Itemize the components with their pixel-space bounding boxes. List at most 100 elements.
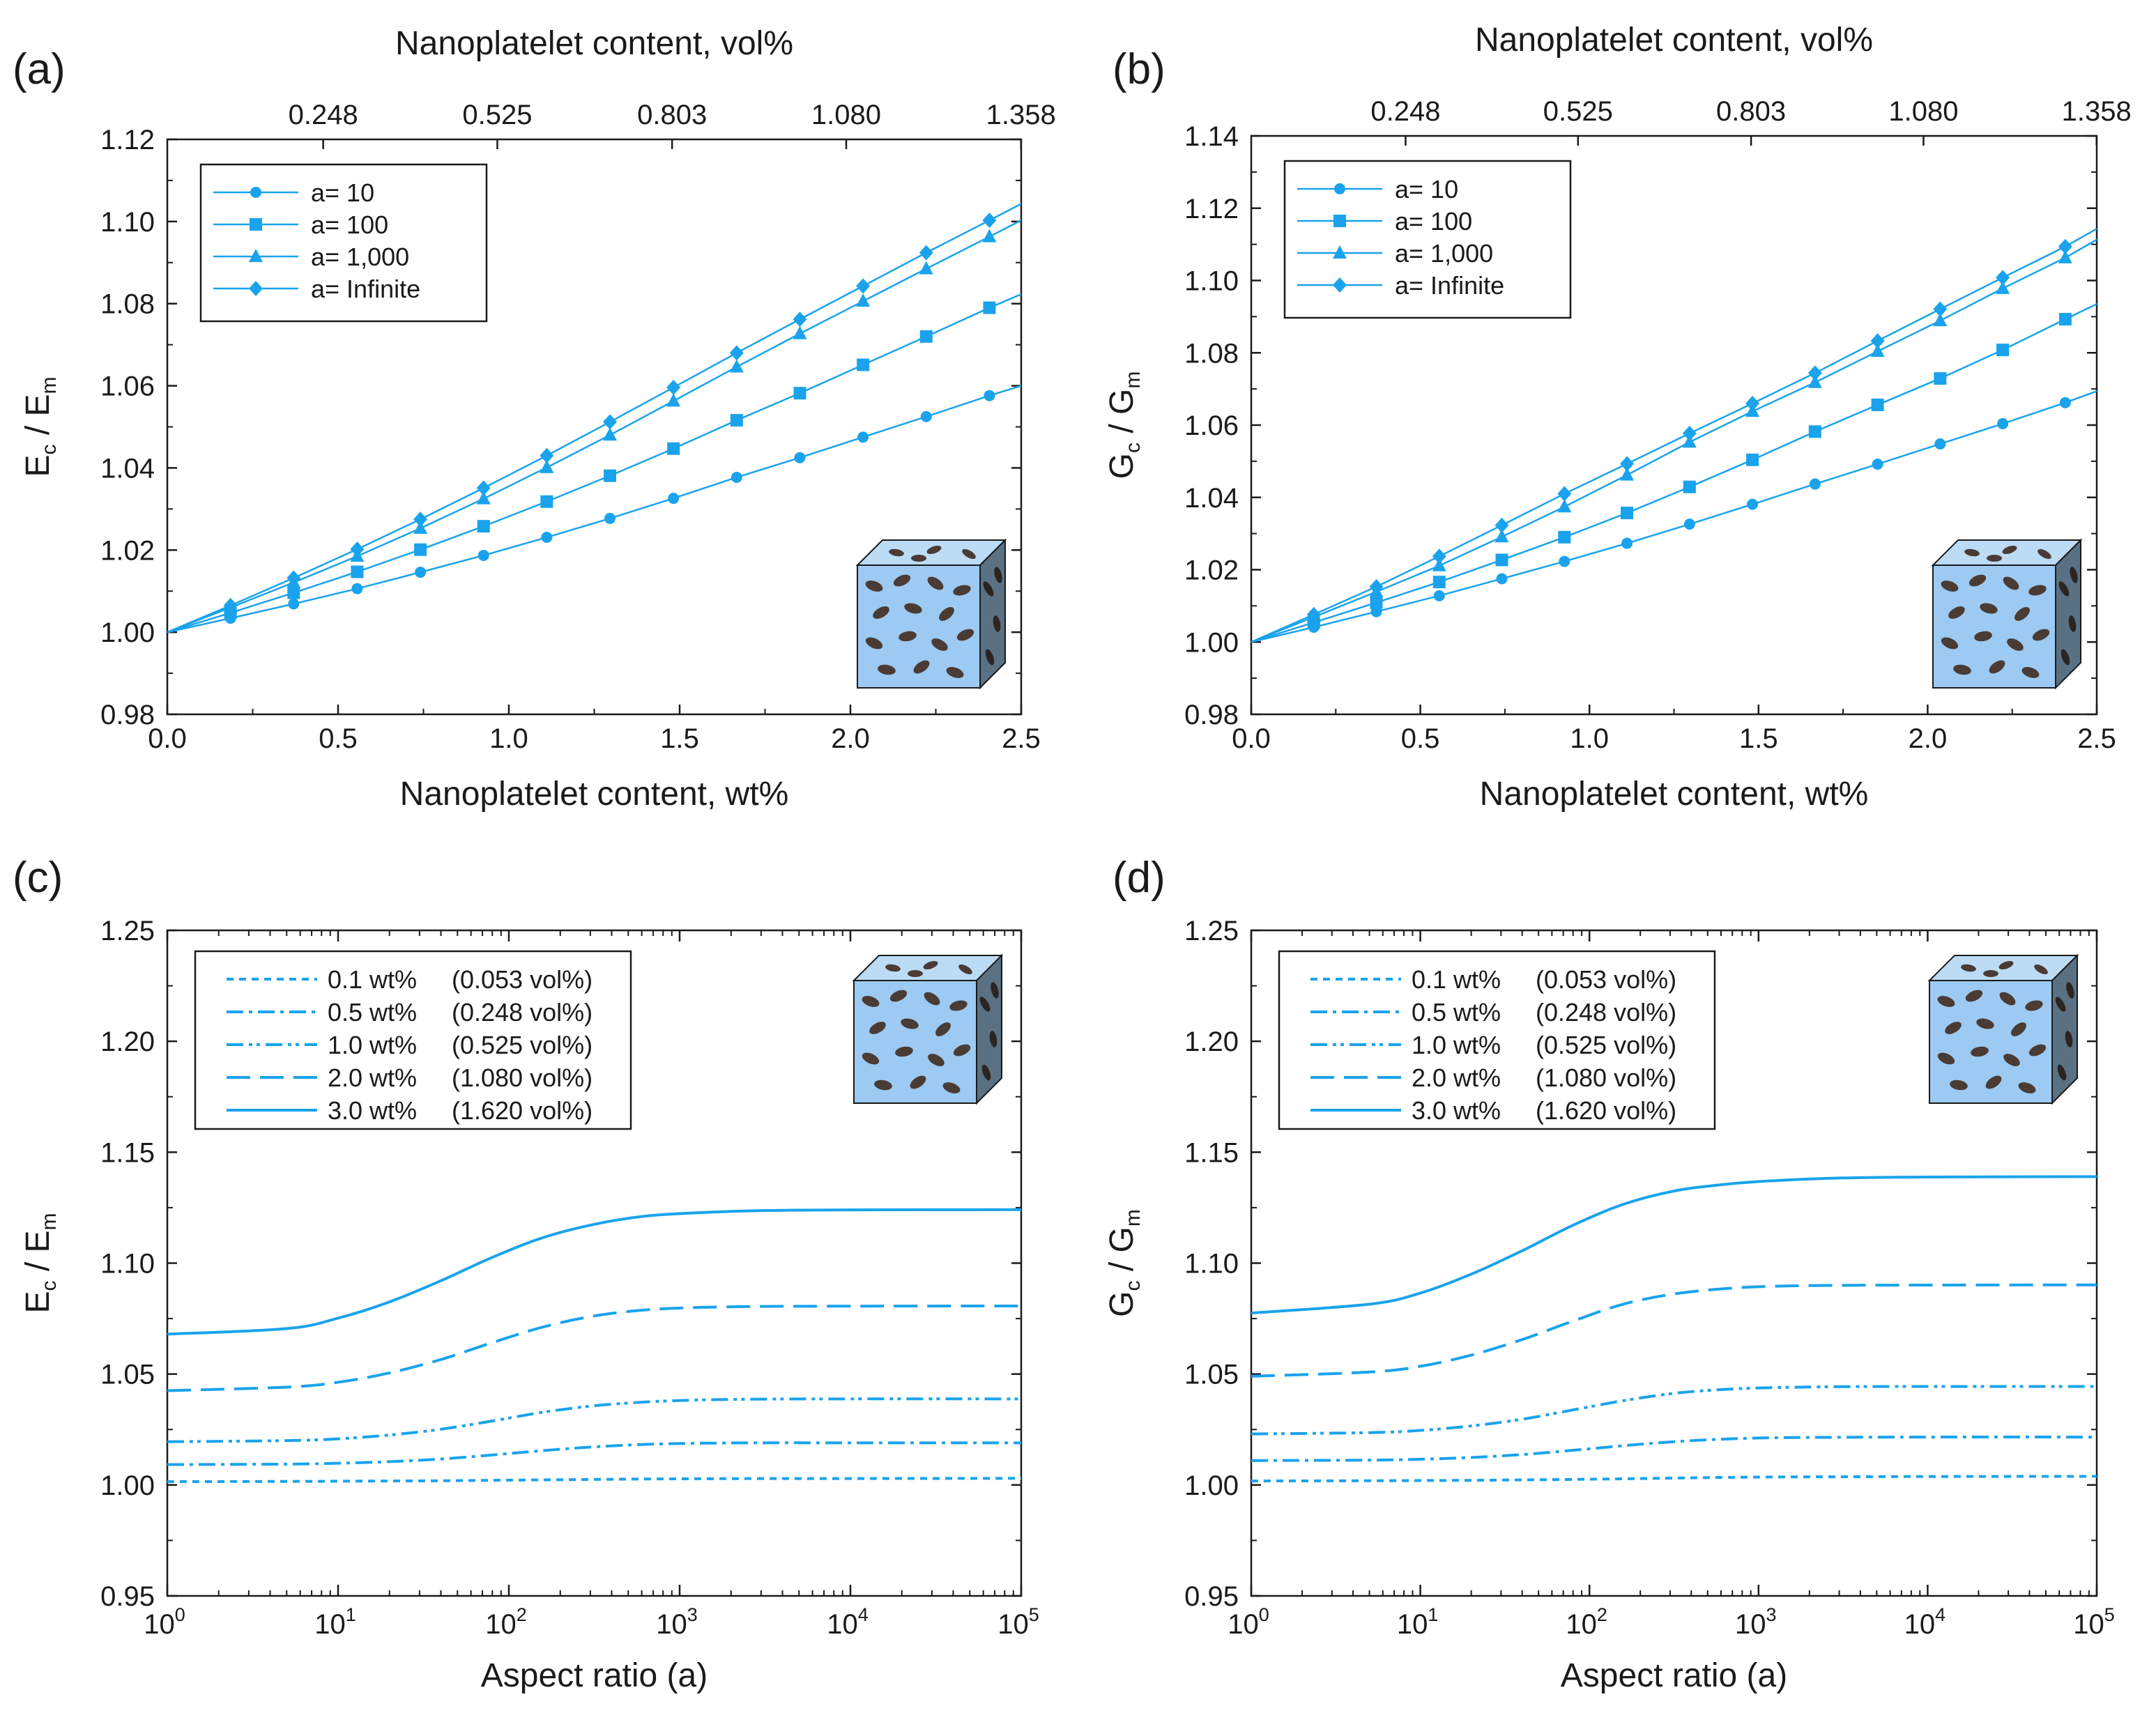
legend-label: 0.5 wt% xyxy=(1412,998,1501,1027)
data-point xyxy=(223,597,238,613)
legend-label: a= Infinite xyxy=(1395,271,1504,300)
nanoplatelet xyxy=(1950,1079,1968,1091)
data-point xyxy=(414,543,427,556)
nanoplatelet xyxy=(989,1031,997,1047)
y-axis-title-part: c xyxy=(1122,443,1145,453)
nanoplatelet xyxy=(923,960,938,970)
x-tick-label: 102 xyxy=(485,1604,527,1640)
nanoplatelet xyxy=(979,997,991,1012)
data-point xyxy=(983,301,996,314)
legend-label: a= 10 xyxy=(1395,175,1458,203)
cube-side-face xyxy=(976,953,1002,1105)
x2-tick-label: 0.803 xyxy=(637,100,707,130)
x-tick-label: 101 xyxy=(314,1604,356,1640)
y-tick-label: 1.08 xyxy=(1184,338,1239,369)
x2-tick-label: 0.248 xyxy=(1370,96,1440,127)
y-axis-title-part: / E xyxy=(20,1230,56,1280)
data-point xyxy=(857,358,870,371)
series-group xyxy=(1251,1175,2097,1483)
data-point xyxy=(415,567,427,578)
nanoplatelet xyxy=(949,1000,968,1011)
data-point xyxy=(982,213,997,229)
y-axis: 0.95 1.00 1.05 1.10 1.15 1.20 1.25 xyxy=(1184,916,2097,1612)
x2-tick-label: 0.525 xyxy=(1543,96,1613,127)
series-line xyxy=(1251,227,2097,643)
x-tick-base: 10 xyxy=(144,1609,175,1640)
data-point xyxy=(1557,499,1572,513)
data-point xyxy=(540,459,554,473)
data-point xyxy=(2058,249,2072,263)
legend-vol-label: (1.080 vol%) xyxy=(452,1063,592,1092)
data-point xyxy=(1494,517,1509,533)
nanoplatelet xyxy=(904,603,922,614)
data-point xyxy=(604,512,616,524)
nanoplatelet xyxy=(2002,545,2017,555)
y-axis-title-part: m xyxy=(38,376,61,394)
nanoplatelet xyxy=(935,1022,951,1036)
y-axis-title-part: m xyxy=(38,1213,61,1230)
panel-b: (b)0.981.001.021.041.061.081.101.121.140… xyxy=(1103,22,2132,813)
nanoplatelet xyxy=(1987,555,2002,562)
nanoplatelet xyxy=(1948,606,1965,619)
series-line xyxy=(1251,1283,2097,1378)
data-point xyxy=(1306,606,1321,622)
y-axis-title-part: m xyxy=(1122,371,1145,389)
nanoplatelet xyxy=(1965,990,1983,1002)
data-point xyxy=(413,512,428,528)
legend-box xyxy=(199,163,488,323)
legend-label: 1.0 wt% xyxy=(328,1031,417,1059)
nanoplatelet xyxy=(889,990,908,1002)
data-point xyxy=(856,278,871,294)
data-point xyxy=(1934,438,1946,449)
cube-side-face xyxy=(2055,538,2081,690)
series-line xyxy=(167,385,1021,633)
data-point xyxy=(1997,417,2009,429)
y-axis-title: Gc / Gm xyxy=(1103,371,1145,479)
data-point xyxy=(794,452,806,463)
nanoplatelet xyxy=(910,1075,926,1089)
x-tick-label: 2.0 xyxy=(831,723,870,754)
nanoplatelet xyxy=(1953,664,1971,675)
y-tick-label: 1.15 xyxy=(100,1137,155,1168)
nanoplatelet xyxy=(2065,1031,2073,1047)
legend-label: 2.0 wt% xyxy=(1412,1063,1501,1092)
nanoplatelet xyxy=(1971,1046,1989,1057)
x-axis-title: Nanoplatelet content, wt% xyxy=(400,776,789,813)
series-line xyxy=(1251,1385,2097,1436)
data-point xyxy=(604,469,617,482)
x-tick-base: 10 xyxy=(1566,1609,1597,1640)
data-point xyxy=(1494,529,1509,543)
data-point xyxy=(2058,238,2072,254)
cube-side-face xyxy=(2051,953,2078,1105)
x-tick-label: 2.5 xyxy=(2077,723,2116,754)
legend-label: a= 100 xyxy=(311,210,388,239)
nanoplatelet xyxy=(2028,585,2047,596)
x-axis-title: Aspect ratio (a) xyxy=(1561,1657,1787,1694)
nanoplatelet xyxy=(927,576,944,590)
legend-marker xyxy=(1333,245,1347,259)
series-group xyxy=(167,1208,1021,1484)
x-tick-label: 100 xyxy=(1228,1604,1269,1640)
data-point xyxy=(1433,590,1445,601)
legend-vol-label: (1.620 vol%) xyxy=(452,1096,592,1125)
data-point xyxy=(730,414,743,427)
series-line xyxy=(167,293,1021,633)
y-axis-title-part: / E xyxy=(20,394,56,444)
x2-axis-title: Nanoplatelet content, vol% xyxy=(1475,22,1873,59)
nanoplatelet xyxy=(885,964,901,972)
nanoplatelet xyxy=(2061,649,2070,666)
y-tick-label: 1.02 xyxy=(1184,555,1239,586)
data-point xyxy=(1682,425,1697,441)
x-tick-label: 1.0 xyxy=(1570,723,1609,754)
nanoplatelet xyxy=(899,631,917,642)
x-tick-label: 105 xyxy=(2073,1604,2115,1640)
x-tick-label: 104 xyxy=(827,1604,869,1640)
x-tick-exponent: 5 xyxy=(2104,1604,2115,1625)
nanoplatelet xyxy=(942,1082,961,1093)
nanoplatelet xyxy=(1989,660,2005,674)
y-tick-label: 1.05 xyxy=(1184,1360,1239,1390)
x-tick-base: 10 xyxy=(1904,1609,1936,1640)
nanoplatelet xyxy=(2011,1022,2026,1036)
data-point xyxy=(413,521,428,535)
